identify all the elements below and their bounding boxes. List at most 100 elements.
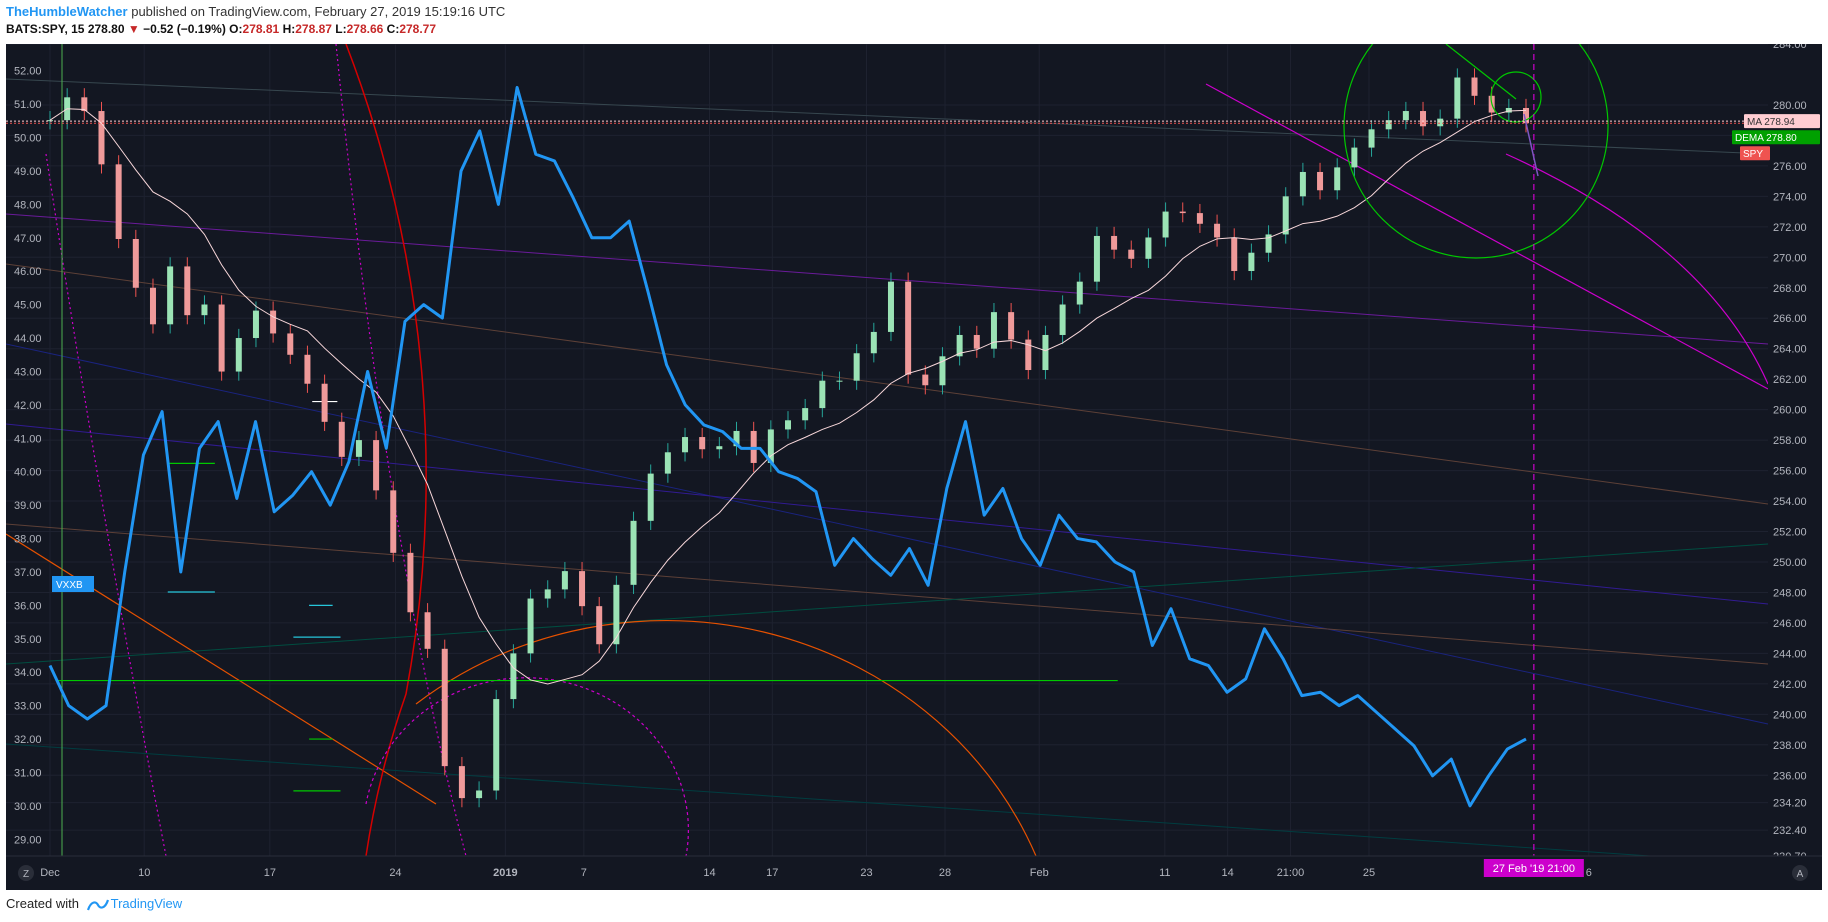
left-axis-tick-label: 39.00	[14, 500, 42, 512]
price-axis-right[interactable]	[1768, 44, 1822, 856]
magenta-dotted-curve	[45, 153, 167, 857]
spy-candle-body	[441, 648, 448, 767]
chart-header-ohlc: BATS:SPY, 15 278.80 ▼ −0.52 (−0.19%) O:2…	[6, 22, 436, 36]
low-value: 278.66	[346, 22, 384, 36]
drawing-tools-layer	[6, 44, 1769, 865]
spy-candle-body	[956, 334, 963, 357]
spy-candle-body	[1162, 211, 1169, 238]
spy-candle-body	[458, 766, 465, 799]
author-link[interactable]: TheHumbleWatcher	[6, 4, 128, 19]
spy-candle-body	[939, 356, 946, 386]
spy-candle-body	[476, 790, 483, 799]
spy-candle-body	[699, 437, 706, 450]
left-axis-tick-label: 46.00	[14, 266, 42, 278]
spy-candle-body	[905, 281, 912, 375]
left-axis-tick-label: 38.00	[14, 534, 42, 546]
right-axis-tick-label: 256.00	[1773, 466, 1807, 478]
time-axis-tick-label: 21:00	[1277, 867, 1305, 879]
symbol-label[interactable]: BATS:SPY, 15	[6, 22, 85, 36]
spy-candle-body	[596, 606, 603, 645]
spy-candle-body	[922, 374, 929, 386]
right-axis-tick-label: 252.00	[1773, 527, 1807, 539]
time-axis-tick-label: 17	[766, 867, 778, 879]
spy-candle-body	[184, 266, 191, 316]
left-axis-tick-label: 31.00	[14, 767, 42, 779]
left-axis-tick-label: 44.00	[14, 333, 42, 345]
left-axis-tick-label: 34.00	[14, 667, 42, 679]
spy-candle-body	[149, 287, 156, 325]
left-axis-tick-label: 51.00	[14, 99, 42, 111]
right-axis-tick-label: 248.00	[1773, 587, 1807, 599]
left-axis-tick-label: 40.00	[14, 467, 42, 479]
trend-line	[6, 523, 1769, 665]
last-price: 278.80	[87, 22, 125, 36]
time-axis-tick-label: 23	[860, 867, 872, 879]
chart-background	[6, 44, 1822, 890]
right-axis-tick-label: 262.00	[1773, 374, 1807, 386]
time-axis-tick-label: 11	[1159, 867, 1170, 879]
spy-candle-body	[1282, 196, 1289, 235]
axis-button-a-bg[interactable]	[1792, 865, 1808, 881]
spy-candle-body	[561, 571, 568, 590]
left-axis-tick-label: 52.00	[14, 66, 42, 78]
tradingview-brand[interactable]: TradingView	[110, 896, 183, 911]
axis-button-z-bg[interactable]	[18, 865, 34, 881]
magenta-curve	[1505, 153, 1769, 385]
spy-candle-body	[270, 310, 277, 334]
spy-candle-body	[1471, 77, 1478, 96]
spy-candle-body	[682, 437, 689, 453]
spy-candle-body	[1076, 281, 1083, 305]
time-axis-tick-label: 25	[1363, 867, 1375, 879]
spy-candle-body	[1093, 235, 1100, 282]
tradingview-logo-icon	[86, 899, 109, 910]
spy-candle-body	[630, 520, 637, 585]
open-label: O:	[229, 22, 243, 36]
created-with-text: Created with	[6, 896, 79, 911]
right-axis-tick-label: 246.00	[1773, 618, 1807, 630]
indicator-lines	[48, 85, 1527, 808]
left-axis-tick-label: 33.00	[14, 701, 42, 713]
spy-candle-body	[1196, 213, 1203, 224]
high-value: 278.87	[295, 22, 332, 36]
ma-line	[49, 108, 1527, 685]
low-label: L:	[335, 22, 347, 36]
spy-candle-body	[373, 440, 380, 491]
spy-candle-body	[132, 239, 139, 288]
trend-line	[6, 343, 1769, 725]
spy-candle-body	[1420, 111, 1427, 127]
price-badges: MA 278.94 DEMA 278.80 SPY VXXB 27 Feb '19 21…	[52, 114, 1820, 877]
green-circle-large	[1343, 44, 1609, 259]
time-axis-tick-label: 28	[939, 867, 951, 879]
spy-candle-body	[1248, 252, 1255, 271]
right-axis-tick-label: 284.00	[1773, 44, 1807, 51]
time-axis-tick-label: Dec	[40, 867, 60, 879]
chart-header-publish: TheHumbleWatcher published on TradingVie…	[6, 4, 505, 19]
spy-candle-body	[870, 331, 877, 354]
spy-candle-body	[1334, 167, 1341, 191]
spy-candle-body	[115, 164, 122, 240]
dema-badge: DEMA 278.80	[1735, 133, 1797, 144]
axis-button-z[interactable]: Z	[23, 869, 29, 880]
spy-candle-body	[579, 571, 586, 607]
spy-candle-body	[802, 408, 809, 421]
left-axis-tick-label: 50.00	[14, 133, 42, 145]
ma-badge: MA 278.94	[1747, 117, 1795, 128]
price-chart[interactable]: 284.00280.00278.00276.00274.00272.00270.…	[6, 44, 1822, 890]
spy-candle-body	[819, 380, 826, 409]
axis-button-a[interactable]: A	[1797, 869, 1804, 880]
spy-candle-body	[355, 440, 362, 457]
right-axis-tick-label: 232.40	[1773, 825, 1807, 837]
spy-candle-body	[1008, 312, 1015, 340]
time-axis-tick-label: 6	[1586, 867, 1592, 879]
left-axis-tick-label: 49.00	[14, 166, 42, 178]
spy-candle-body	[1351, 147, 1358, 168]
time-axis-tick-label: Feb	[1030, 867, 1049, 879]
right-axis-tick-label: 272.00	[1773, 222, 1807, 234]
trend-line	[6, 423, 1769, 605]
time-marker-badge-bg	[1483, 859, 1584, 877]
right-axis-tick-label: 234.20	[1773, 798, 1807, 810]
time-axis-tick-label: 24	[389, 867, 401, 879]
vxxb-line	[48, 85, 1527, 808]
right-axis-tick-label: 260.00	[1773, 405, 1807, 417]
spy-candle-body	[1505, 107, 1512, 113]
